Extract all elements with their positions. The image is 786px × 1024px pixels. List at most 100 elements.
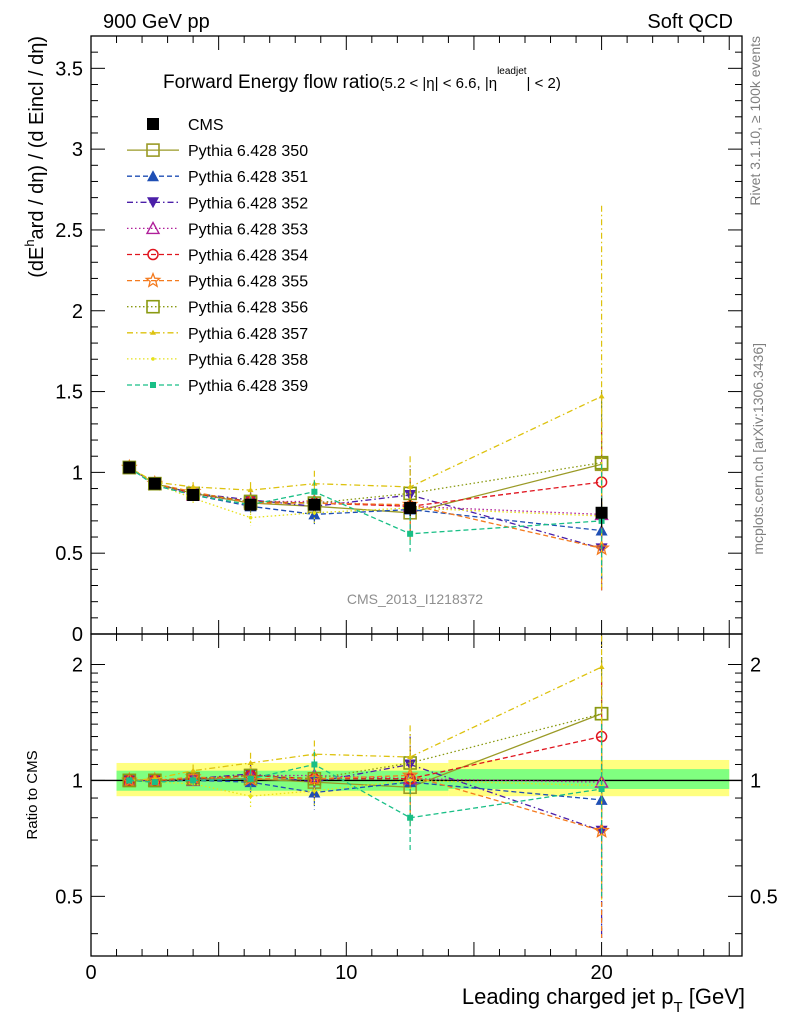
ratio-y-tick-label: 2 bbox=[72, 654, 83, 676]
ratio-point-358 bbox=[408, 778, 412, 783]
ratio-y-ticks: 0.5 0.5 1 1 2 2 bbox=[55, 654, 778, 935]
main-title: Forward Energy flow ratio(5.2 < |η| < 6.… bbox=[163, 66, 561, 93]
point-357 bbox=[190, 483, 197, 489]
ylabel-d: incl / dη) bbox=[26, 36, 48, 112]
legend-entry-351: Pythia 6.428 351 bbox=[127, 169, 308, 186]
series-358 bbox=[127, 457, 604, 575]
legend-label-359: Pythia 6.428 359 bbox=[188, 378, 308, 395]
uncertainty-band-inner bbox=[448, 769, 730, 789]
ylabel-c: ard / dη) / (d E bbox=[26, 112, 48, 240]
title-sup: leadjet bbox=[497, 66, 527, 77]
point-CMS bbox=[123, 461, 136, 474]
title-cut: (5.2 < |η| < 6.6, |η bbox=[379, 75, 497, 92]
ratio-point-355 bbox=[593, 822, 610, 838]
point-358 bbox=[312, 510, 317, 515]
series-line-352 bbox=[128, 466, 602, 549]
rivet-label: Rivet 3.1.10, ≥ 100k events bbox=[747, 36, 763, 206]
ratio-point-359 bbox=[407, 814, 414, 821]
ratio-series-358 bbox=[127, 718, 604, 900]
x-axis-label: Leading charged jet pT [GeV] bbox=[462, 984, 745, 1016]
series-line-355 bbox=[128, 466, 602, 549]
main-y-tick-label: 3.5 bbox=[55, 58, 83, 80]
ratio-y-tick-label: 0.5 bbox=[55, 886, 83, 908]
ratio-point-359 bbox=[126, 777, 133, 784]
series-CMS bbox=[123, 461, 608, 528]
legend-label-352: Pythia 6.428 352 bbox=[188, 195, 308, 212]
ratio-series-353 bbox=[122, 715, 609, 894]
ratio-series-351 bbox=[123, 725, 608, 938]
point-357 bbox=[598, 393, 605, 399]
legend-marker-CMS bbox=[147, 118, 159, 130]
series-354 bbox=[123, 422, 608, 542]
main-panel: 0 0.5 1 1.5 2 2.5 3 3.5 Forward Energy flow rat… bbox=[22, 35, 743, 646]
legend-label-358: Pythia 6.428 358 bbox=[188, 352, 308, 369]
legend-entry-358: Pythia 6.428 358 bbox=[127, 352, 308, 369]
legend-entry-CMS: CMS bbox=[147, 117, 224, 134]
ratio-series-350 bbox=[122, 657, 609, 827]
point-359 bbox=[407, 530, 414, 537]
legend-entry-357: Pythia 6.428 357 bbox=[127, 326, 308, 343]
series-350 bbox=[122, 391, 609, 541]
legend-marker-356 bbox=[146, 299, 160, 314]
legend-marker-355 bbox=[144, 271, 162, 288]
ratio-series bbox=[120, 635, 610, 938]
legend-entry-359: Pythia 6.428 359 bbox=[127, 378, 308, 395]
main-y-tick-label: 0.5 bbox=[55, 543, 83, 565]
main-y-label: (dEhard / dη) / (d Eincl / dη) bbox=[22, 36, 48, 278]
legend-marker-351 bbox=[147, 170, 159, 182]
series-line-351 bbox=[128, 466, 602, 532]
x-tick-label: 0 bbox=[85, 962, 96, 984]
ratio-y-tick-label-right: 1 bbox=[750, 770, 761, 792]
legend-label-355: Pythia 6.428 355 bbox=[188, 274, 308, 291]
ratio-point-359 bbox=[151, 779, 158, 786]
ratio-point-356 bbox=[148, 773, 162, 788]
ratio-series-354 bbox=[123, 682, 608, 818]
main-y-tick-label: 1.5 bbox=[55, 382, 83, 404]
main-y-tick-label: 2 bbox=[72, 301, 83, 323]
main-series bbox=[120, 205, 610, 591]
legend-entry-352: Pythia 6.428 352 bbox=[127, 195, 308, 212]
main-y-ticks: 0 0.5 1 1.5 2 2.5 3 3.5 bbox=[55, 51, 742, 646]
ratio-point-359 bbox=[247, 775, 254, 782]
legend-marker-354 bbox=[147, 248, 159, 261]
point-CMS bbox=[148, 477, 161, 490]
title-main: Forward Energy flow ratio bbox=[163, 72, 379, 93]
legend-entry-354: Pythia 6.428 354 bbox=[127, 248, 308, 265]
x-tick-label: 10 bbox=[335, 962, 357, 984]
ratio-point-358 bbox=[312, 788, 317, 793]
xlabel-main: Leading charged jet p bbox=[462, 984, 674, 1009]
ratio-point-357 bbox=[598, 664, 605, 670]
main-y-tick-label: 3 bbox=[72, 139, 83, 161]
series-line-357 bbox=[128, 395, 602, 491]
header-right: Soft QCD bbox=[647, 11, 733, 33]
legend-marker-359 bbox=[150, 382, 156, 388]
ratio-point-357 bbox=[190, 767, 197, 773]
ylabel-a: (dE bbox=[26, 247, 48, 278]
main-y-tick-label: 2.5 bbox=[55, 220, 83, 242]
title-end: | < 2) bbox=[527, 75, 561, 92]
ylabel-b: h bbox=[22, 239, 37, 246]
legend-label-350: Pythia 6.428 350 bbox=[188, 143, 308, 160]
legend-label-356: Pythia 6.428 356 bbox=[188, 300, 308, 317]
point-357 bbox=[407, 483, 414, 489]
point-CMS bbox=[595, 506, 608, 519]
x-tick-label: 20 bbox=[590, 962, 612, 984]
ratio-panel: 0.5 0.5 1 1 2 2 0 10 20 Ratio to CMS Leading ch… bbox=[24, 633, 778, 1016]
point-CMS bbox=[308, 498, 321, 511]
legend: CMS Pythia 6.428 350 Pythia 6.428 351 Pythi… bbox=[127, 117, 308, 395]
legend-marker-350 bbox=[146, 143, 160, 157]
point-CMS bbox=[244, 498, 257, 511]
legend-label-351: Pythia 6.428 351 bbox=[188, 169, 308, 186]
ratio-y-label: Ratio to CMS bbox=[24, 750, 41, 839]
watermark: CMS_2013_I1218372 bbox=[347, 591, 483, 607]
ratio-y-tick-label-right: 0.5 bbox=[750, 886, 778, 908]
ratio-y-tick-label-right: 2 bbox=[750, 654, 761, 676]
xlabel-sub: T bbox=[673, 999, 682, 1016]
ratio-point-359 bbox=[190, 777, 197, 784]
point-CMS bbox=[187, 489, 200, 502]
legend-entry-350: Pythia 6.428 350 bbox=[127, 143, 308, 160]
header-left: 900 GeV pp bbox=[103, 11, 210, 33]
legend-entry-355: Pythia 6.428 355 bbox=[127, 271, 308, 291]
legend-marker-357 bbox=[150, 329, 156, 335]
main-y-tick-label: 1 bbox=[72, 462, 83, 484]
